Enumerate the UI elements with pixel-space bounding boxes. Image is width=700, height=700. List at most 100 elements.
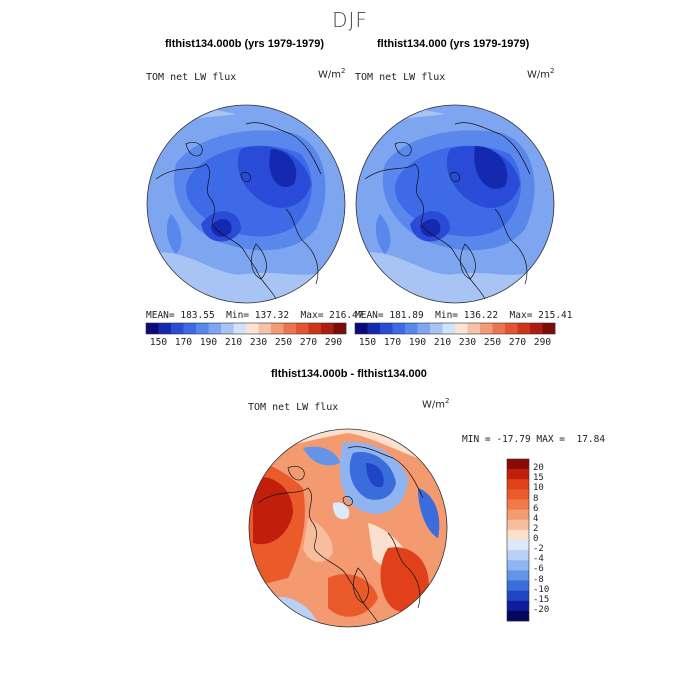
diff-colorbar-swatch bbox=[507, 610, 529, 622]
panel-1-units: W/m2 bbox=[318, 67, 346, 81]
diff-colorbar-tick-label: -4 bbox=[533, 554, 544, 565]
colorbar-swatch bbox=[308, 323, 322, 334]
panel-2-title: flthist134.000 (yrs 1979-1979) bbox=[377, 38, 530, 50]
colorbar-swatch bbox=[380, 323, 393, 334]
diff-colorbar-tick-label: -15 bbox=[533, 594, 550, 605]
colorbar-swatch bbox=[283, 323, 297, 334]
colorbar-swatch bbox=[530, 323, 543, 334]
panel-2-stats: MEAN= 181.89 Min= 136.22 Max= 215.41 bbox=[355, 310, 573, 321]
diff-colorbar-tick-label: 6 bbox=[533, 503, 539, 514]
colorbar-swatch bbox=[517, 323, 531, 334]
diff-colorbar-swatch bbox=[507, 479, 529, 490]
colorbar-swatch bbox=[208, 323, 222, 334]
colorbar-swatch bbox=[405, 323, 418, 334]
diff-colorbar-ticks: 20 15 10 8 6 4 2 0 -2 -4 -6 -8 -10 -15 -20 bbox=[533, 459, 573, 621]
diff-colorbar bbox=[506, 458, 530, 622]
diff-colorbar-tick-label: 4 bbox=[533, 513, 539, 524]
diff-colorbar-swatch bbox=[507, 519, 529, 531]
colorbar-tick-label: 250 bbox=[274, 337, 293, 348]
diff-colorbar-swatch bbox=[507, 550, 529, 561]
colorbar-tick-label: 290 bbox=[324, 337, 343, 348]
diff-colorbar-tick-label: -8 bbox=[533, 574, 544, 585]
diff-stats: MIN = -17.79 MAX = 17.84 bbox=[462, 434, 606, 445]
panel-1-title: flthist134.000b (yrs 1979-1979) bbox=[165, 38, 324, 50]
diff-colorbar-swatch bbox=[507, 469, 529, 480]
colorbar-swatch bbox=[417, 323, 431, 334]
colorbar-tick-label: 150 bbox=[358, 337, 377, 348]
colorbar-tick-label: 230 bbox=[249, 337, 268, 348]
diff-polar-map bbox=[248, 428, 448, 628]
colorbar-swatch bbox=[392, 323, 406, 334]
colorbar-swatch bbox=[296, 323, 309, 334]
colorbar-swatch bbox=[430, 323, 443, 334]
colorbar-tick-label: 170 bbox=[174, 337, 193, 348]
diff-colorbar-tick-label: 8 bbox=[533, 493, 539, 504]
diff-colorbar-tick-label: 10 bbox=[533, 483, 544, 494]
colorbar-swatch bbox=[542, 323, 556, 334]
colorbar-swatch bbox=[171, 323, 184, 334]
diff-colorbar-tick-label: -20 bbox=[533, 604, 550, 615]
diff-colorbar-swatch bbox=[507, 509, 529, 521]
colorbar-swatch bbox=[442, 323, 456, 334]
panel-1-polar-map bbox=[146, 104, 346, 304]
diff-colorbar-swatch bbox=[507, 590, 529, 602]
colorbar-swatch bbox=[333, 323, 347, 334]
colorbar-swatch bbox=[246, 323, 259, 334]
diff-units: W/m2 bbox=[422, 397, 450, 411]
colorbar-tick-label: 230 bbox=[458, 337, 477, 348]
colorbar-swatch bbox=[271, 323, 284, 334]
colorbar-tick-label: 170 bbox=[383, 337, 402, 348]
panel-2-colorbar-ticks: 150 170 190 210 230 250 270 290 bbox=[355, 337, 555, 349]
colorbar-swatch bbox=[221, 323, 234, 334]
diff-colorbar-swatch bbox=[507, 529, 529, 541]
diff-colorbar-swatch bbox=[507, 499, 529, 510]
colorbar-tick-label: 270 bbox=[508, 337, 527, 348]
diff-colorbar-swatch bbox=[507, 560, 529, 571]
diff-colorbar-tick-label: -10 bbox=[533, 584, 550, 595]
panel-2-colorbar bbox=[354, 322, 556, 335]
colorbar-swatch bbox=[455, 323, 468, 334]
colorbar-swatch bbox=[321, 323, 334, 334]
panel-1-colorbar bbox=[145, 322, 347, 335]
colorbar-swatch bbox=[233, 323, 247, 334]
colorbar-tick-label: 190 bbox=[199, 337, 218, 348]
panel-2-polar-map bbox=[355, 104, 555, 304]
colorbar-tick-label: 270 bbox=[299, 337, 318, 348]
colorbar-swatch bbox=[146, 323, 159, 334]
colorbar-tick-label: 150 bbox=[149, 337, 168, 348]
panel-2-variable: TOM net LW flux bbox=[355, 72, 446, 83]
colorbar-swatch bbox=[492, 323, 506, 334]
colorbar-swatch bbox=[158, 323, 172, 334]
diff-colorbar-tick-label: -6 bbox=[533, 564, 544, 575]
diff-colorbar-swatch bbox=[507, 570, 529, 581]
panel-1-variable: TOM net LW flux bbox=[146, 72, 237, 83]
colorbar-swatch bbox=[480, 323, 493, 334]
colorbar-swatch bbox=[367, 323, 381, 334]
colorbar-swatch bbox=[258, 323, 272, 334]
diff-variable: TOM net LW flux bbox=[248, 402, 339, 413]
diff-title: flthist134.000b - flthist134.000 bbox=[271, 368, 427, 380]
diff-colorbar-swatch bbox=[507, 580, 529, 591]
colorbar-tick-label: 250 bbox=[483, 337, 502, 348]
colorbar-swatch bbox=[183, 323, 197, 334]
diff-colorbar-tick-label: 15 bbox=[533, 473, 544, 484]
diff-colorbar-swatch bbox=[507, 459, 529, 470]
colorbar-swatch bbox=[505, 323, 518, 334]
colorbar-tick-label: 210 bbox=[433, 337, 452, 348]
season-title: DJF bbox=[332, 8, 368, 32]
colorbar-swatch bbox=[196, 323, 209, 334]
diff-colorbar-swatch bbox=[507, 489, 529, 500]
colorbar-swatch bbox=[355, 323, 368, 334]
diff-colorbar-swatch bbox=[507, 600, 529, 612]
colorbar-swatch bbox=[467, 323, 481, 334]
panel-2-units: W/m2 bbox=[527, 67, 555, 81]
diff-colorbar-tick-label: 2 bbox=[533, 523, 539, 534]
colorbar-tick-label: 290 bbox=[533, 337, 552, 348]
panel-1-colorbar-ticks: 150 170 190 210 230 250 270 290 bbox=[146, 337, 346, 349]
diff-colorbar-swatch bbox=[507, 540, 529, 551]
colorbar-tick-label: 190 bbox=[408, 337, 427, 348]
diff-colorbar-tick-label: 0 bbox=[533, 534, 539, 544]
diff-colorbar-tick-label: -2 bbox=[533, 544, 544, 555]
diff-colorbar-tick-label: 20 bbox=[533, 463, 544, 474]
panel-1-stats: MEAN= 183.55 Min= 137.32 Max= 216.47 bbox=[146, 310, 364, 321]
